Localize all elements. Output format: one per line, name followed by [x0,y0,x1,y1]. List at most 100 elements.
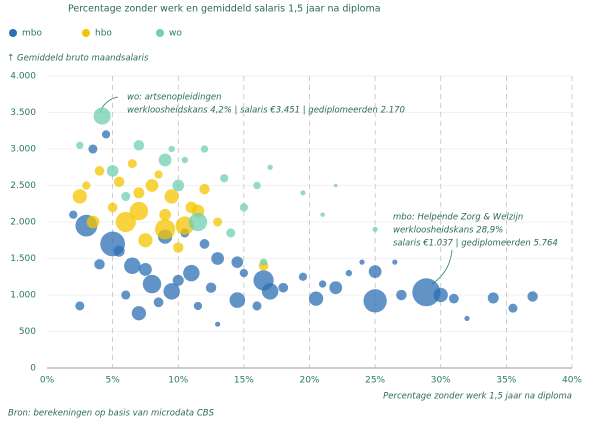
bubble [372,226,378,232]
bubble [164,189,179,204]
bubble [153,297,164,308]
x-tick-label: 0% [40,376,55,386]
bubble [113,176,125,188]
annotation: werkloosheidskans 28,9% [393,226,503,236]
y-arrow: ↑ [7,54,15,64]
x-tick-label: 20% [299,376,319,386]
bubble [412,278,441,307]
bubble [487,292,499,304]
y-tick-label: 4.000 [10,72,36,82]
leader-line [431,249,453,285]
bubble [183,264,200,282]
bubble [199,183,210,195]
y-axis-label: Gemiddeld bruto maandsalaris [17,54,149,64]
y-tick-label: 3.000 [10,145,36,155]
bubble [133,187,145,199]
bubble [300,190,306,196]
bubble [163,283,180,300]
bubble [199,239,210,249]
bubble [88,144,98,154]
bubble [433,287,448,303]
bubble [231,256,244,268]
y-tick-label: 500 [19,327,36,337]
annotation: mbo: Helpende Zorg & Welzijn [393,213,523,223]
bubble [94,259,105,270]
bubble [69,210,78,219]
bubble [253,181,261,190]
y-tick-label: 2.000 [10,218,36,228]
bubble [396,289,407,301]
bubble [193,301,203,311]
bubble [86,215,100,229]
bubble [113,245,125,257]
bubble [226,228,236,238]
bubble [508,303,518,313]
bubble [188,212,208,232]
legend-marker [9,29,17,37]
bubble [124,257,141,275]
y-tick-label: 2.500 [10,181,36,191]
x-tick-label: 5% [105,376,120,386]
bubble [127,159,137,169]
bubble [106,165,119,177]
bubble [133,140,145,151]
bubble [267,164,273,170]
y-tick-label: 0 [30,364,36,374]
bubble [333,183,338,188]
annotation: salaris €1.037 | gediplomeerden 5.764 [393,239,558,249]
x-tick-label: 30% [431,376,451,386]
bubble [211,252,225,265]
bubble [72,189,87,204]
annotation: wo: artsenopleidingen [127,93,222,103]
bubble [145,179,159,192]
bubble [220,174,229,183]
bubble [168,145,175,153]
bubble [261,283,279,300]
bubble [93,107,111,125]
bubble [252,301,262,311]
bubble [138,233,153,248]
y-tick-label: 1.500 [10,254,36,264]
y-tick-label: 3.500 [10,108,36,118]
bubble [213,217,223,227]
x-axis-label: Percentage zonder werk 1,5 jaar na diplo… [383,392,572,402]
bubble [158,153,172,167]
bubble [139,263,152,276]
chart-subtitle: Percentage zonder werk en gemiddeld sala… [68,4,381,15]
bubble [239,203,248,212]
legend-marker [82,29,90,37]
bubble [181,156,189,164]
bubble [318,280,327,288]
bubble [308,291,324,306]
bubble [345,269,353,277]
bubble [527,291,538,302]
bubble [298,272,308,281]
bubble [215,321,221,327]
bubble [359,259,365,265]
bubble [121,290,131,300]
bubble [76,141,84,150]
bubble [172,274,184,286]
legend-label: hbo [95,29,112,39]
bubble [173,242,184,253]
bubble [329,281,343,295]
bubble [464,315,470,321]
annotation: werkloosheidskans 4,2% | salaris €3.451 … [127,106,405,116]
bubble [320,212,325,217]
bubble [159,208,171,221]
legend-label: mbo [22,29,42,39]
bubble [259,258,268,266]
x-tick-label: 40% [562,376,582,386]
bubble [107,202,118,213]
bubble [392,259,398,265]
bubble [101,130,111,139]
bubble [154,170,163,179]
bubble [205,282,217,293]
bubble [131,306,147,321]
x-tick-label: 10% [168,376,188,386]
legend-marker [156,29,164,37]
bubble [129,201,149,221]
bubble [448,293,459,304]
y-tick-label: 1.000 [10,291,36,301]
